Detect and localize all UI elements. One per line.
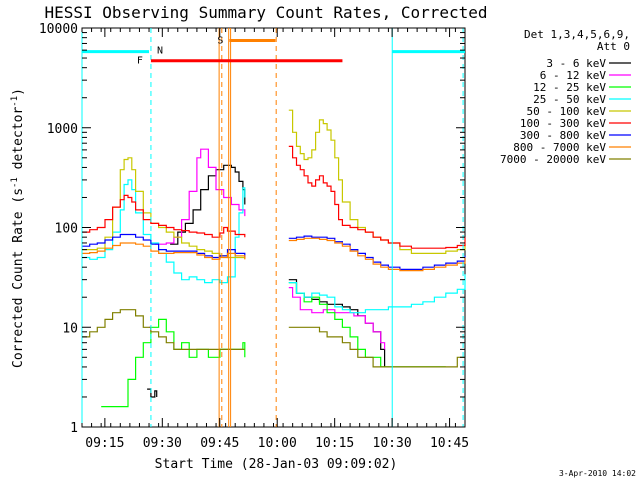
x-tick-label-6: 10:45 [430,436,469,451]
series-line-12 [82,194,246,238]
series-line-13 [288,145,466,249]
series-layer [82,109,466,408]
x-tick-label-1: 09:30 [143,436,182,451]
legend-label-8: 7000 - 20000 keV [500,153,606,166]
marks-layer: N S F [81,28,465,427]
legend-label-3: 25 - 50 keV [533,93,606,106]
series-line-9 [288,274,466,314]
legend-header-1: Det 1,3,4,5,6,9, [524,28,630,41]
series-line-16 [82,242,246,260]
series-line-14 [82,233,246,259]
series-line-5 [288,287,386,350]
series-line-19 [288,326,465,368]
chart-title: HESSI Observing Summary Count Rates, Cor… [44,3,487,22]
legend-header-2: Att 0 [597,40,630,53]
y-tick-label-1: 10 [62,321,78,336]
x-tick-label-0: 09:15 [85,436,124,451]
y-axis-label: Corrected Count Rate (s-1 detector-1) [10,88,26,368]
legend-label-4: 50 - 100 keV [527,105,607,118]
state-label-N: N [157,46,163,57]
state-label-S: S [217,35,223,46]
y-tick-label-3: 1000 [47,122,78,137]
y-tick-label-2: 100 [55,222,78,237]
x-axis-label: Start Time (28-Jan-03 09:09:02) [155,457,398,472]
legend-label-5: 100 - 300 keV [520,117,606,130]
legend-label-6: 300 - 800 keV [520,129,606,142]
series-line-4 [154,148,246,245]
x-tick-label-2: 09:45 [200,436,239,451]
x-tick-label-5: 10:30 [373,436,412,451]
x-tick-label-4: 10:15 [315,436,354,451]
timestamp: 3-Apr-2010 14:02 [559,469,636,478]
legend-label-2: 12 - 25 keV [533,81,606,94]
y-tick-label-4: 10000 [39,22,78,37]
ticks-layer: 09:15 09:30 09:45 10:00 10:15 10:30 10:45 1 10 10… [39,22,469,451]
series-line-0 [147,388,158,398]
series-line-11 [288,109,466,254]
series-line-18 [82,309,245,350]
x-tick-label-3: 10:00 [258,436,297,451]
series-line-17 [288,237,466,272]
series-line-8 [82,179,246,284]
series-line-6 [101,318,246,408]
state-label-F: F [137,56,143,67]
legend-label-0: 3 - 6 keV [546,57,606,70]
legend-label-1: 6 - 12 keV [540,69,607,82]
legend-label-7: 800 - 7000 keV [513,141,606,154]
y-tick-label-0: 1 [70,421,78,436]
